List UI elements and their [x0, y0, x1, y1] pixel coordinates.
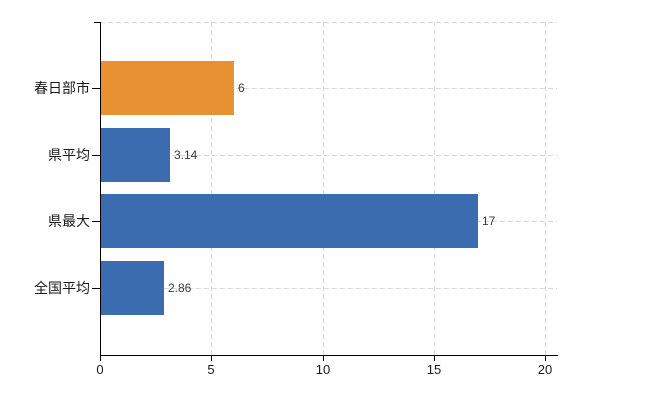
x-axis-tick	[434, 355, 435, 361]
gridline-horizontal	[100, 155, 557, 156]
bar-value-label: 17	[482, 214, 496, 228]
gridline-vertical	[545, 22, 546, 355]
x-axis-tick-label: 10	[315, 362, 331, 377]
x-axis-tick	[323, 355, 324, 361]
bar-3	[100, 194, 478, 248]
y-axis-line	[100, 22, 101, 356]
bar-value-label: 2.86	[168, 281, 192, 295]
gridline-vertical	[323, 22, 324, 355]
bar-1	[100, 61, 234, 115]
gridline-horizontal	[100, 22, 557, 23]
x-axis-tick-label: 20	[537, 362, 553, 377]
y-axis-tick	[94, 22, 100, 23]
x-axis-tick	[211, 355, 212, 361]
x-axis-tick	[545, 355, 546, 361]
category-label: 県最大	[48, 213, 90, 229]
category-label: 春日部市	[34, 80, 90, 96]
y-axis-tick	[92, 155, 100, 156]
y-axis-tick	[92, 88, 100, 89]
x-axis-tick-label: 5	[207, 362, 215, 377]
plot-area: 6 3.14 17 2.86	[100, 22, 557, 355]
category-label: 全国平均	[34, 280, 90, 296]
x-axis-tick-label: 15	[426, 362, 442, 377]
x-axis-tick-label: 0	[96, 362, 104, 377]
bar-value-label: 3.14	[174, 148, 198, 162]
bar-value-label: 6	[238, 81, 245, 95]
y-axis-tick	[92, 288, 100, 289]
bar-4	[100, 261, 164, 315]
x-axis-tick	[100, 355, 101, 361]
x-axis-line	[100, 355, 558, 356]
gridline-vertical	[211, 22, 212, 355]
gridline-horizontal	[100, 288, 557, 289]
category-label: 県平均	[48, 147, 90, 163]
y-axis-tick	[92, 221, 100, 222]
gridline-vertical	[434, 22, 435, 355]
bar-2	[100, 128, 170, 182]
gridline-horizontal	[100, 88, 557, 89]
